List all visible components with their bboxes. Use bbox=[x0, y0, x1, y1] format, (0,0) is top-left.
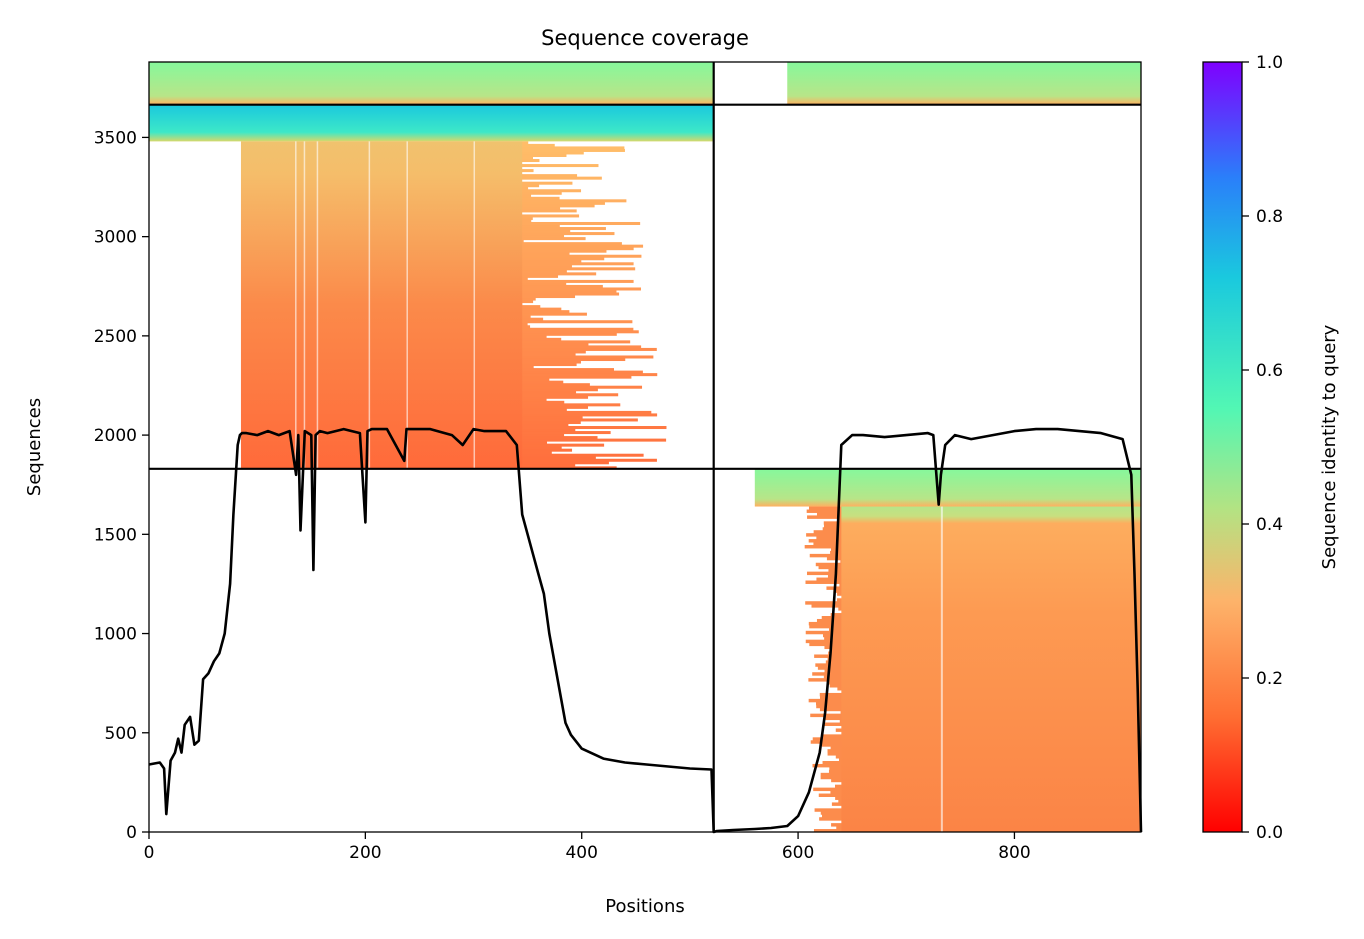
y-axis-ticks: 0 500 1000 1500 2000 2500 3000 3500 bbox=[94, 128, 149, 843]
y-tick-label: 2000 bbox=[94, 426, 137, 446]
colorbar-tick-label: 0.4 bbox=[1256, 515, 1283, 535]
x-tick-label: 400 bbox=[565, 843, 597, 863]
chart-title: Sequence coverage bbox=[541, 26, 749, 50]
heatmap-gap bbox=[473, 141, 476, 469]
heatmap-high-identity-block bbox=[149, 104, 714, 142]
x-axis-label: Positions bbox=[605, 896, 684, 917]
heatmap-top-right-band bbox=[787, 62, 1141, 105]
coverage-line bbox=[148, 427, 1143, 834]
x-tick-label: 800 bbox=[998, 843, 1030, 863]
x-tick-label: 0 bbox=[144, 843, 155, 863]
heatmap-core-block bbox=[240, 141, 523, 469]
heatmap-gap bbox=[295, 141, 297, 469]
y-tick-label: 500 bbox=[105, 724, 137, 744]
colorbar-tick-label: 1.0 bbox=[1256, 53, 1283, 73]
colorbar-gradient bbox=[1202, 61, 1243, 833]
heatmap-gap bbox=[303, 141, 306, 469]
y-tick-label: 2500 bbox=[94, 327, 137, 347]
heatmap-gap bbox=[940, 468, 943, 832]
coverage-polyline bbox=[148, 427, 1143, 834]
colorbar-tick-label: 0.2 bbox=[1256, 669, 1283, 689]
heatmap-gap bbox=[316, 141, 319, 469]
plot-frame bbox=[148, 61, 1142, 833]
heatmap-top-left-band bbox=[149, 62, 714, 105]
y-tick-label: 3500 bbox=[94, 128, 137, 148]
x-axis-ticks: 0 200 400 600 800 bbox=[144, 832, 1031, 863]
heatmap-bottom-right-top-rows bbox=[754, 468, 1141, 507]
plot-border bbox=[148, 61, 1142, 833]
colorbar-tick-label: 0.6 bbox=[1256, 361, 1283, 381]
y-tick-label: 3000 bbox=[94, 228, 137, 248]
heatmap-gap bbox=[368, 141, 371, 469]
y-tick-label: 1000 bbox=[94, 625, 137, 645]
heatmap-bottom-right-block bbox=[841, 468, 1141, 832]
colorbar: 0.0 0.2 0.4 0.6 0.8 1.0 Sequence identity to … bbox=[1202, 53, 1340, 843]
coverage-heatmap bbox=[149, 62, 1141, 833]
colorbar-label: Sequence identity to query bbox=[1319, 324, 1340, 569]
x-tick-label: 600 bbox=[782, 843, 814, 863]
heatmap-gap bbox=[406, 141, 408, 469]
y-axis-label: Sequences bbox=[24, 398, 45, 496]
x-tick-label: 200 bbox=[349, 843, 381, 863]
y-tick-label: 0 bbox=[126, 823, 137, 843]
colorbar-ticks: 0.0 0.2 0.4 0.6 0.8 1.0 bbox=[1242, 53, 1283, 843]
y-tick-label: 1500 bbox=[94, 525, 137, 545]
colorbar-tick-label: 0.0 bbox=[1256, 823, 1283, 843]
colorbar-tick-label: 0.8 bbox=[1256, 207, 1283, 227]
